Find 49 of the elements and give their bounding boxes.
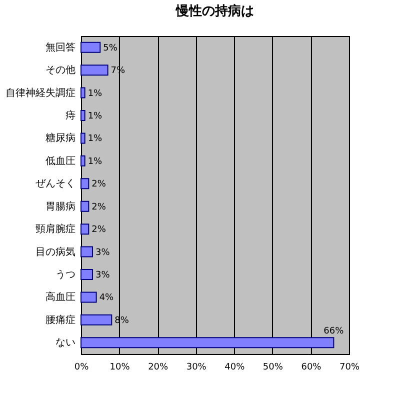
y-tick-label: 高血圧 <box>46 291 76 304</box>
y-tick-label: ぜんそく <box>36 178 76 190</box>
x-tick-label: 40% <box>224 362 246 372</box>
y-tick-label: 頸肩腕症 <box>36 223 76 236</box>
data-label: 1% <box>88 88 103 99</box>
bar <box>80 224 90 235</box>
data-label: 2% <box>92 202 106 212</box>
bar <box>80 200 90 212</box>
data-label: 3% <box>95 248 110 258</box>
y-tick-label: うつ <box>56 270 76 280</box>
bar <box>80 269 93 280</box>
data-label: 1% <box>88 156 103 167</box>
data-label: 1% <box>88 112 103 122</box>
bar <box>80 292 97 303</box>
y-tick-label: 自律神経失調症 <box>6 86 76 99</box>
y-tick-label: 痔 <box>66 110 76 122</box>
y-tick-label: 目の病気 <box>36 246 76 258</box>
data-label: 2% <box>92 180 106 190</box>
x-tick-label: 0% <box>74 362 90 372</box>
x-tick-label: 20% <box>148 362 169 372</box>
bar <box>80 178 90 190</box>
data-label: 4% <box>99 293 114 304</box>
chart-title: 慢性の持病は <box>175 3 254 19</box>
y-tick-label: 無回答 <box>46 41 76 54</box>
bar <box>80 246 93 258</box>
x-tick-label: 50% <box>262 362 284 372</box>
y-tick-label: 胃腸病 <box>46 200 76 212</box>
data-label: 1% <box>88 134 103 144</box>
data-label: 2% <box>92 225 106 236</box>
bar <box>80 110 86 121</box>
bar <box>80 132 86 144</box>
bar <box>80 87 86 98</box>
x-tick-label: 60% <box>301 362 322 372</box>
bar <box>80 64 108 76</box>
y-tick-label: 低血圧 <box>46 154 76 167</box>
y-tick-label: その他 <box>46 64 76 76</box>
bar <box>80 155 86 166</box>
data-label: 5% <box>103 43 118 54</box>
bar <box>80 337 334 348</box>
bar <box>80 42 101 53</box>
x-tick-label: 70% <box>339 362 360 372</box>
y-tick-label: ない <box>56 338 76 349</box>
x-tick-label: 30% <box>186 362 207 372</box>
data-label: 3% <box>95 270 110 280</box>
data-label: 66% <box>324 326 344 337</box>
y-tick-label: 糖尿病 <box>46 132 76 144</box>
bar <box>80 314 112 326</box>
x-tick-label: 10% <box>110 362 130 372</box>
y-tick-label: 腰痛症 <box>46 314 76 326</box>
